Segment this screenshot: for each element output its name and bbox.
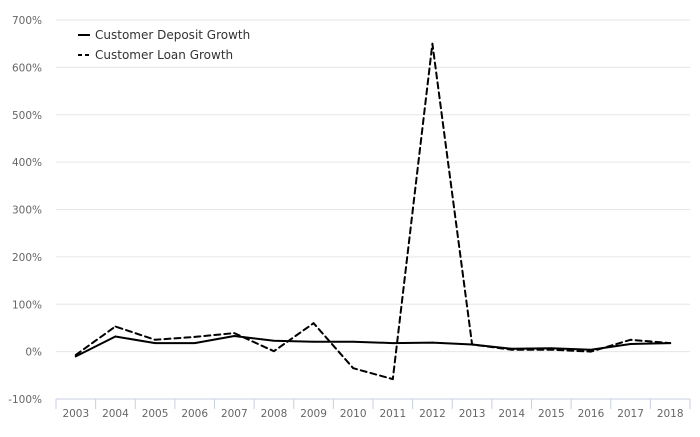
y-tick-label: 600% <box>12 62 42 74</box>
data-point <box>629 343 632 345</box>
legend-label: Customer Deposit Growth <box>95 28 250 42</box>
y-tick-label: 100% <box>12 299 42 311</box>
data-point <box>471 343 473 346</box>
x-tick-label: 2009 <box>300 408 327 420</box>
series-line-customer-loan-growth <box>74 42 672 381</box>
data-point <box>114 325 117 328</box>
data-point <box>669 342 672 344</box>
data-point <box>629 338 632 341</box>
y-tick-label: -100% <box>8 394 42 406</box>
data-point <box>114 335 117 338</box>
data-point <box>154 338 156 341</box>
data-point <box>193 336 196 338</box>
gridlines <box>56 19 690 353</box>
x-tick-label: 2010 <box>340 408 367 420</box>
x-tick-label: 2015 <box>538 408 565 420</box>
data-point <box>590 348 592 351</box>
x-tick-label: 2016 <box>578 408 605 420</box>
data-point <box>74 354 77 356</box>
x-tick-label: 2012 <box>419 408 446 420</box>
x-tick-label: 2003 <box>62 408 89 420</box>
y-tick-label: 700% <box>12 15 42 27</box>
data-point <box>550 348 553 351</box>
data-point <box>312 340 315 343</box>
y-tick-label: 400% <box>12 157 42 169</box>
legend: Customer Deposit Growth Customer Loan Gro… <box>78 28 250 62</box>
data-point <box>391 342 394 344</box>
data-point <box>590 350 592 353</box>
data-point <box>233 332 236 335</box>
x-tick-label: 2011 <box>379 408 406 420</box>
y-tick-label: 200% <box>12 252 42 264</box>
x-tick-label: 2004 <box>102 408 129 420</box>
data-point <box>431 42 434 45</box>
data-point <box>74 355 77 358</box>
data-point <box>510 348 513 351</box>
data-point <box>193 342 196 344</box>
x-tick-label: 2007 <box>221 408 248 420</box>
data-point <box>233 335 236 337</box>
x-tick-label: 2006 <box>181 408 208 420</box>
x-tick-label: 2013 <box>459 408 486 420</box>
data-point <box>352 340 355 343</box>
data-point <box>312 322 315 325</box>
y-tick-label: 0% <box>25 347 42 359</box>
data-point <box>273 350 275 353</box>
y-tick-label: 300% <box>12 205 42 217</box>
x-tick-label: 2017 <box>617 408 644 420</box>
y-tick-label: 500% <box>12 110 42 122</box>
data-point <box>273 339 275 342</box>
data-point <box>431 341 434 344</box>
data-point <box>391 378 394 381</box>
data-point <box>352 367 355 370</box>
x-tick-label: 2005 <box>142 408 169 420</box>
x-tick-label: 2018 <box>657 408 684 420</box>
y-axis-ticks: -100% 0% 100% 200% 300% 400% 500% 600% 700% <box>8 15 42 406</box>
x-tick-label: 2008 <box>261 408 288 420</box>
series-lines <box>74 42 672 381</box>
x-tick-label: 2014 <box>498 408 525 420</box>
series-line-customer-deposit-growth <box>74 335 672 358</box>
x-axis: 2003 2004 2005 2006 2007 2008 2009 2010 2011 2012… <box>55 398 691 420</box>
legend-label: Customer Loan Growth <box>95 48 233 62</box>
data-point <box>154 342 156 344</box>
